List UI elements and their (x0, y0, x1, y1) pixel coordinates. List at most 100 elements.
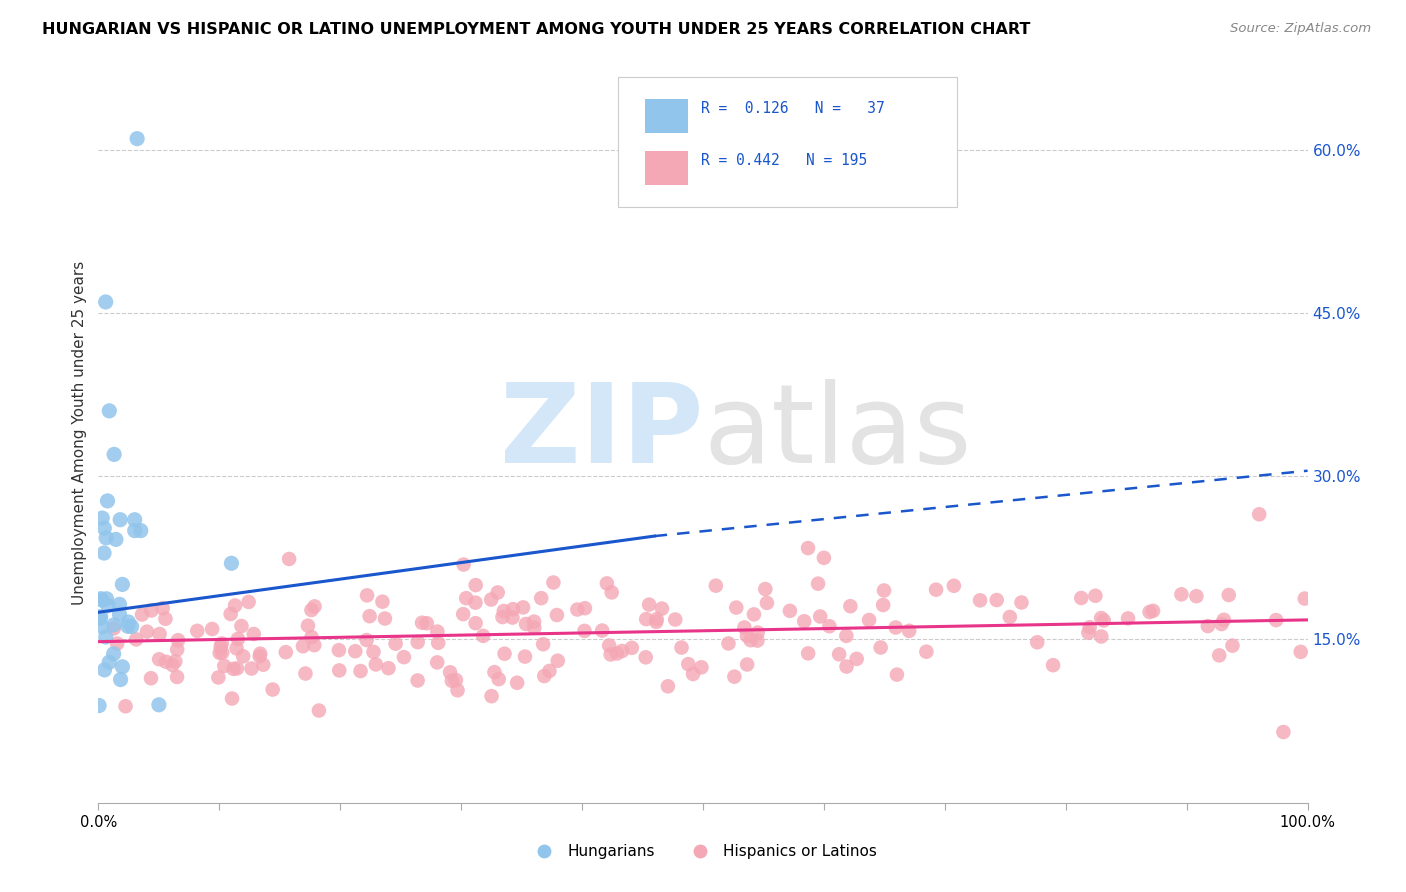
Point (574, 601, 596, 615)
Point (807, 576, 830, 591)
Point (291, 639, 314, 653)
Point (252, 657, 274, 672)
Point (219, 607, 242, 621)
Point (453, 558, 475, 572)
Point (90, 591, 112, 606)
Point (131, 607, 153, 622)
Point (612, 644, 634, 658)
Point (645, 612, 668, 626)
FancyBboxPatch shape (645, 99, 689, 133)
Point (222, 662, 245, 676)
Point (406, 673, 429, 688)
Point (165, 654, 187, 668)
Text: R = 0.442   N = 195: R = 0.442 N = 195 (700, 153, 868, 168)
Point (96, 531, 118, 545)
Text: Source: ZipAtlas.com: Source: ZipAtlas.com (1230, 22, 1371, 36)
Point (797, 541, 820, 555)
Point (606, 647, 628, 661)
FancyBboxPatch shape (645, 151, 689, 185)
Point (226, 632, 249, 646)
Point (297, 618, 319, 632)
Point (301, 603, 323, 617)
Point (1289, 645, 1312, 659)
Point (835, 659, 858, 673)
Point (249, 649, 271, 664)
Point (464, 596, 486, 610)
Point (377, 661, 399, 675)
Point (596, 576, 619, 591)
Point (371, 595, 394, 609)
Point (301, 630, 323, 644)
Point (91, 620, 114, 634)
Point (129, 524, 152, 538)
Point (742, 607, 765, 622)
Point (155, 655, 177, 669)
Point (149, 627, 172, 641)
Point (262, 682, 284, 697)
Point (1272, 725, 1295, 739)
Point (148, 652, 170, 666)
Point (723, 670, 745, 684)
Point (111, 577, 134, 591)
Point (1084, 589, 1107, 603)
Point (813, 550, 835, 565)
Point (96, 494, 118, 508)
Point (638, 598, 661, 612)
Point (121, 619, 143, 633)
Point (207, 670, 229, 684)
Point (898, 624, 921, 638)
Point (108, 513, 131, 527)
Point (538, 664, 561, 678)
Point (328, 664, 350, 678)
Point (808, 609, 831, 624)
Point (208, 646, 231, 660)
Point (439, 665, 461, 680)
Point (546, 607, 568, 622)
Point (124, 524, 146, 538)
Point (96, 591, 118, 606)
Point (747, 625, 769, 640)
Point (1197, 619, 1219, 633)
Point (117, 619, 139, 633)
Point (464, 578, 486, 592)
Point (797, 646, 820, 660)
Point (502, 602, 524, 616)
Point (717, 636, 740, 650)
Point (818, 619, 841, 633)
Point (523, 621, 546, 635)
Point (209, 640, 232, 654)
Point (986, 593, 1008, 607)
Point (201, 622, 224, 636)
Point (148, 698, 170, 712)
Point (678, 657, 700, 672)
Text: ZIP: ZIP (499, 379, 703, 486)
Point (225, 641, 247, 656)
Point (384, 637, 406, 651)
Point (141, 603, 163, 617)
Point (166, 642, 188, 657)
Point (501, 610, 523, 624)
Y-axis label: Unemployment Among Youth under 25 years: Unemployment Among Youth under 25 years (72, 260, 87, 605)
Point (884, 620, 907, 634)
Point (103, 647, 125, 661)
Point (440, 673, 463, 688)
Point (872, 598, 894, 612)
Point (162, 658, 184, 673)
Point (392, 650, 415, 665)
Point (108, 607, 131, 622)
Point (103, 621, 125, 635)
Point (1218, 588, 1240, 602)
Point (406, 635, 429, 649)
Point (682, 667, 704, 681)
Point (845, 652, 868, 666)
Point (451, 607, 474, 621)
Point (494, 647, 516, 661)
Text: atlas: atlas (703, 379, 972, 486)
Point (969, 593, 991, 607)
Point (87, 698, 110, 713)
Point (1078, 620, 1101, 634)
Point (304, 638, 326, 652)
Point (125, 632, 148, 647)
Point (735, 657, 758, 672)
Point (114, 699, 136, 714)
